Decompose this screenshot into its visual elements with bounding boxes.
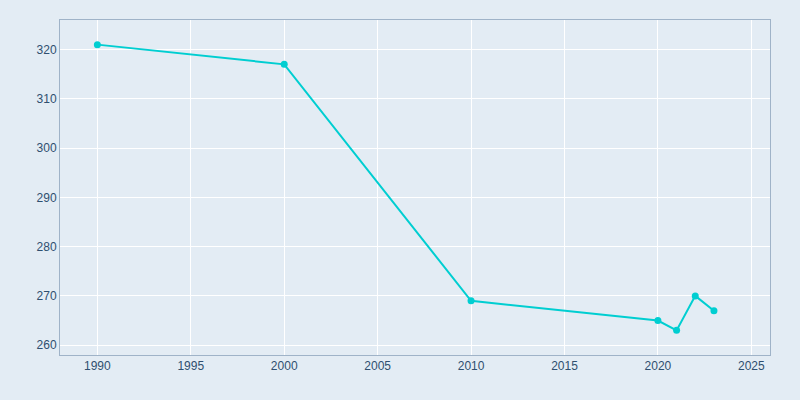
- svg-text:2010: 2010: [458, 359, 485, 373]
- svg-text:320: 320: [37, 43, 57, 57]
- svg-text:2015: 2015: [551, 359, 578, 373]
- svg-text:310: 310: [37, 92, 57, 106]
- svg-text:1990: 1990: [84, 359, 111, 373]
- svg-text:2025: 2025: [738, 359, 765, 373]
- svg-text:2020: 2020: [645, 359, 672, 373]
- svg-text:270: 270: [37, 289, 57, 303]
- svg-text:1995: 1995: [177, 359, 204, 373]
- svg-text:2005: 2005: [364, 359, 391, 373]
- svg-text:2000: 2000: [271, 359, 298, 373]
- svg-text:280: 280: [37, 240, 57, 254]
- svg-text:290: 290: [37, 191, 57, 205]
- svg-text:260: 260: [37, 338, 57, 352]
- svg-text:300: 300: [37, 141, 57, 155]
